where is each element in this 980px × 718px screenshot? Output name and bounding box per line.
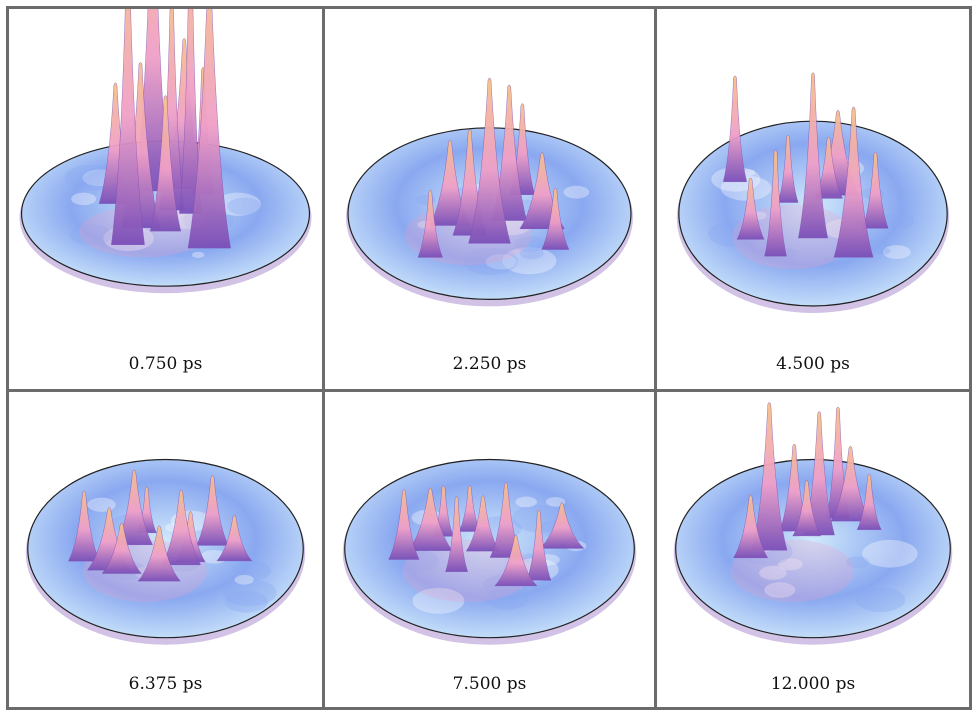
surface-plot-6 — [673, 402, 953, 645]
panel-5: 7.500 ps — [325, 392, 654, 707]
panel-6-time-label: 12.000 ps — [770, 674, 856, 694]
panel-1-time-label: 0.750 ps — [128, 354, 203, 374]
grid-divider-vertical-1 — [322, 9, 325, 707]
surface-plot-5 — [342, 458, 637, 645]
panel-3-time-label: 4.500 ps — [776, 354, 850, 374]
panel-5-time-label: 7.500 ps — [452, 674, 527, 694]
panel-2: 2.250 ps — [325, 9, 654, 389]
surface-plot-1 — [19, 9, 312, 294]
panel-2-time-label: 2.250 ps — [452, 354, 527, 374]
panel-6: 12.000 ps — [657, 392, 969, 707]
grid-divider-vertical-2 — [654, 9, 657, 707]
panel-1: 0.750 ps — [9, 9, 322, 389]
surface-plot-3 — [676, 72, 950, 313]
surface-plot-2 — [346, 77, 633, 307]
figure-grid: 0.750 ps 2.250 ps 4.500 ps 6.375 ps 7.50… — [6, 6, 972, 710]
grid-divider-horizontal — [9, 389, 969, 392]
panel-3: 4.500 ps — [657, 9, 969, 389]
surface-plot-4 — [25, 458, 306, 645]
panel-4: 6.375 ps — [9, 392, 322, 707]
panel-4-time-label: 6.375 ps — [128, 674, 203, 694]
